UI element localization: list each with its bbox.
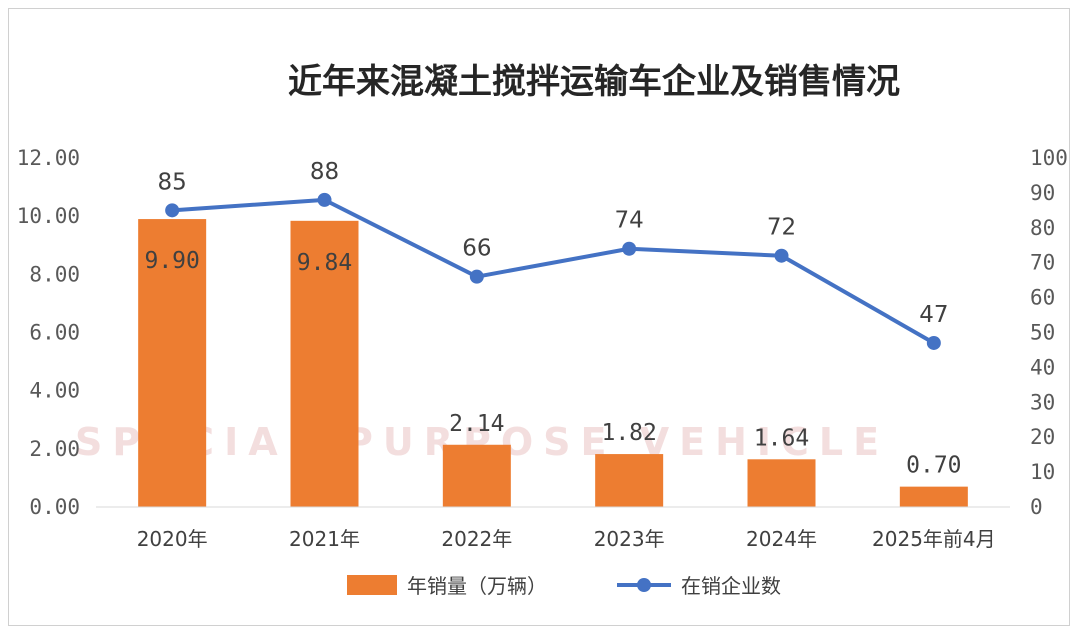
right-y-tick-label: 0 (1030, 495, 1043, 519)
right-y-axis: 0 10 20 30 40 50 60 70 80 90 100 (1030, 146, 1068, 519)
bar (138, 219, 207, 507)
right-y-tick-label: 100 (1030, 146, 1068, 170)
legend-line-label: 在销企业数 (681, 574, 781, 598)
right-y-tick-label: 20 (1030, 425, 1055, 449)
right-y-tick-label: 60 (1030, 286, 1055, 310)
x-axis: 2020年 2021年 2022年 2023年 2024年 2025年前4月 (137, 527, 996, 551)
legend-line-marker (637, 578, 651, 592)
line-point (622, 241, 637, 256)
left-y-tick-label: 0.00 (29, 495, 80, 519)
right-y-tick-label: 90 (1030, 181, 1055, 205)
x-tick-label: 2021年 (289, 527, 360, 551)
line-point (165, 203, 180, 218)
x-tick-label: 2023年 (594, 527, 665, 551)
line-point (774, 248, 789, 263)
legend-bar-label: 年销量（万辆） (407, 574, 547, 598)
legend: 年销量（万辆） 在销企业数 (347, 574, 781, 598)
line-data-label: 66 (462, 236, 491, 262)
right-y-tick-label: 40 (1030, 355, 1055, 379)
line-point (926, 335, 941, 350)
right-y-tick-label: 50 (1030, 321, 1055, 345)
left-y-tick-label: 8.00 (29, 262, 80, 286)
x-tick-label: 2025年前4月 (872, 527, 996, 551)
bar-data-label: 1.82 (601, 420, 656, 446)
left-y-tick-label: 10.00 (17, 204, 80, 228)
line-path (170, 197, 936, 345)
right-y-tick-label: 10 (1030, 460, 1055, 484)
line-point (469, 269, 484, 284)
line-series: 85 88 66 74 72 47 (158, 159, 948, 350)
line-data-label: 88 (310, 159, 339, 185)
legend-bar-swatch (347, 575, 397, 595)
bar-data-label: 0.70 (906, 453, 961, 479)
right-y-tick-label: 70 (1030, 251, 1055, 275)
bar (442, 444, 511, 507)
bar-series: 9.90 9.84 2.14 1.82 1.64 0.70 (96, 219, 1010, 508)
line-data-label: 85 (158, 169, 187, 195)
left-y-tick-label: 2.00 (29, 437, 80, 461)
bar (290, 220, 359, 507)
x-tick-label: 2022年 (441, 527, 512, 551)
line-data-label: 47 (919, 302, 948, 328)
line-data-label: 72 (767, 215, 796, 241)
bar-data-label: 9.90 (144, 248, 199, 274)
left-y-tick-label: 12.00 (17, 146, 80, 170)
right-y-tick-label: 30 (1030, 390, 1055, 414)
line-point (317, 192, 332, 207)
left-y-axis: 0.00 2.00 4.00 6.00 8.00 10.00 12.00 (17, 146, 80, 519)
chart-title: 近年来混凝土搅拌运输车企业及销售情况 (288, 62, 900, 102)
bar (747, 459, 816, 507)
x-tick-label: 2020年 (137, 527, 208, 551)
bar-data-label: 9.84 (297, 250, 352, 276)
bar (899, 486, 968, 507)
bar-data-label: 1.64 (754, 425, 809, 451)
left-y-tick-label: 6.00 (29, 321, 80, 345)
line-data-label: 74 (615, 208, 644, 234)
left-y-tick-label: 4.00 (29, 379, 80, 403)
bar (595, 454, 664, 507)
right-y-tick-label: 80 (1030, 216, 1055, 240)
bar-data-label: 2.14 (449, 411, 504, 437)
x-tick-label: 2024年 (746, 527, 817, 551)
